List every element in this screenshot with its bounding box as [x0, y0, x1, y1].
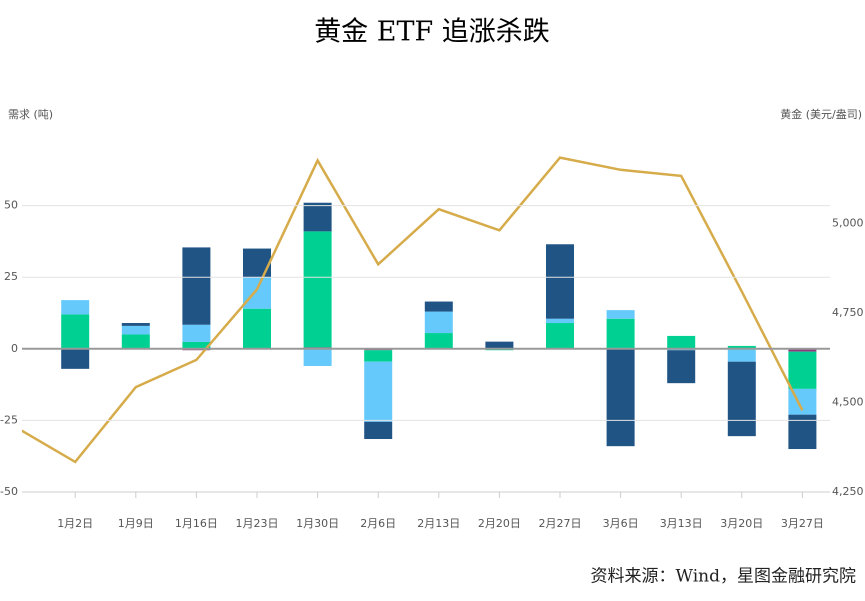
bar-segment — [61, 348, 90, 369]
bar-segment — [727, 361, 756, 437]
y-tick-label: -50 — [0, 485, 18, 498]
x-tick-label: 2月20日 — [478, 517, 521, 530]
x-tick-label: 1月30日 — [296, 517, 339, 530]
bar-segment — [788, 351, 817, 389]
bar-segment — [424, 301, 453, 312]
bar-segment — [606, 318, 635, 349]
bar-segment — [606, 348, 635, 447]
x-tick-label: 3月13日 — [660, 517, 703, 530]
bar-segment — [788, 414, 817, 450]
bar-segment — [243, 277, 271, 309]
bar-segment — [182, 247, 211, 325]
y-axis-label: 需求 (吨) — [8, 108, 53, 121]
bar-segment — [727, 348, 756, 362]
plot-area — [22, 156, 817, 464]
bar-segment — [121, 334, 150, 349]
y2-tick-label: 5,000 — [832, 217, 864, 230]
bar-segment — [667, 350, 696, 384]
source-note: 资料来源：Wind，星图金融研究院 — [591, 567, 856, 587]
bar-segment — [546, 318, 574, 324]
x-tick-label: 2月27日 — [539, 517, 582, 530]
x-tick-label: 3月20日 — [720, 517, 763, 530]
y-tick-label: 0 — [11, 342, 18, 355]
y2-tick-label: 4,750 — [832, 306, 864, 319]
x-tick-label: 1月2日 — [57, 517, 93, 530]
bar-segment — [61, 314, 90, 349]
bar-segment — [121, 323, 150, 326]
bar-segment — [303, 202, 332, 232]
bar-segment — [182, 324, 211, 342]
x-tick-label: 2月13日 — [417, 517, 460, 530]
x-tick-label: 1月23日 — [236, 517, 279, 530]
bar-segment — [243, 248, 271, 278]
y2-tick-label: 4,500 — [832, 396, 864, 409]
bar-segment — [61, 300, 90, 315]
bar-segment — [182, 341, 211, 349]
bar-segment — [364, 421, 393, 440]
bar-segment — [424, 311, 453, 334]
bar-segment — [303, 348, 332, 366]
y-tick-label: 25 — [4, 270, 18, 283]
bar-segment — [606, 310, 635, 319]
bar-segment — [667, 335, 696, 349]
x-tick-label: 3月6日 — [603, 517, 639, 530]
price-line — [22, 156, 804, 464]
bar-segment — [424, 333, 453, 349]
bar-segment — [727, 345, 756, 349]
bar-segment — [243, 308, 271, 349]
chart-title: 黄金 ETF 追涨杀跌 — [314, 17, 550, 48]
y-tick-label: -25 — [0, 413, 18, 426]
bar-segment — [364, 361, 393, 422]
bar-segment — [303, 231, 332, 348]
x-tick-label: 1月9日 — [118, 517, 154, 530]
x-tick-label: 3月27日 — [781, 517, 824, 530]
y-tick-label: 50 — [4, 199, 18, 212]
x-tick-label: 1月16日 — [175, 517, 218, 530]
x-tick-label: 2月6日 — [360, 517, 396, 530]
bar-segment — [546, 244, 574, 319]
bar-segment — [364, 350, 393, 362]
bar-segment — [788, 348, 817, 352]
bar-segment — [485, 341, 514, 349]
y2-axis-label: 黄金 (美元/盎司) — [780, 107, 862, 121]
bar-segment — [121, 325, 150, 335]
y2-tick-label: 4,250 — [832, 485, 864, 498]
bar-segment — [546, 323, 574, 349]
